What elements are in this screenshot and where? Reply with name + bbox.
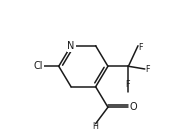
Text: H: H xyxy=(93,122,99,131)
Text: O: O xyxy=(130,102,137,112)
Text: F: F xyxy=(125,80,129,89)
Text: Cl: Cl xyxy=(34,61,43,71)
Text: F: F xyxy=(146,64,150,74)
Text: F: F xyxy=(139,43,143,52)
Text: N: N xyxy=(67,41,75,51)
